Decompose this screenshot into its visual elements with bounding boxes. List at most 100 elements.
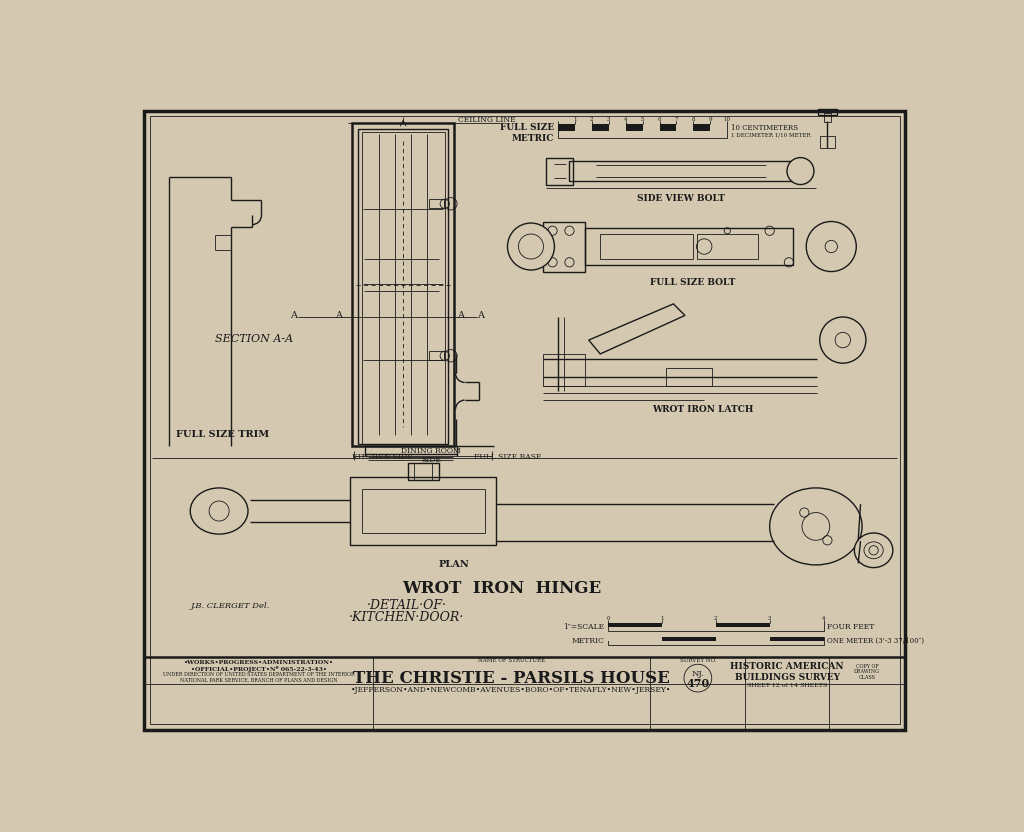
Bar [770, 637, 823, 641]
Bar [662, 623, 716, 627]
Text: 1 DECIMETER 1/10 METER: 1 DECIMETER 1/10 METER [731, 133, 811, 138]
Circle shape [806, 221, 856, 271]
Text: 0: 0 [606, 616, 609, 621]
Bar [361, 488, 484, 533]
Text: FULL SIZE BOLT: FULL SIZE BOLT [650, 278, 735, 287]
Bar [662, 637, 716, 641]
Bar [716, 637, 770, 641]
Bar [558, 125, 727, 138]
Bar [696, 234, 758, 260]
Bar [716, 623, 770, 627]
Text: WROT IRON LATCH: WROT IRON LATCH [652, 405, 754, 414]
Bar [574, 125, 592, 131]
Text: 1: 1 [573, 116, 577, 121]
Text: 7: 7 [675, 116, 678, 121]
Bar [558, 125, 574, 131]
Text: NATIONAL PARK SERVICE, BRANCH OF PLANS AND DESIGN: NATIONAL PARK SERVICE, BRANCH OF PLANS A… [180, 677, 337, 682]
Ellipse shape [770, 488, 862, 565]
Text: UNDER DIRECTION OF UNITED STATES DEPARTMENT OF THE INTERIOR: UNDER DIRECTION OF UNITED STATES DEPARTM… [163, 671, 354, 676]
Text: A: A [457, 311, 464, 320]
Bar [408, 463, 438, 480]
Bar [626, 125, 643, 131]
Text: ONE METER (3’-3 37/100″): ONE METER (3’-3 37/100″) [827, 637, 925, 645]
Text: 4: 4 [624, 116, 628, 121]
Bar [592, 125, 608, 131]
Text: ·KITCHEN·DOOR·: ·KITCHEN·DOOR· [349, 611, 464, 624]
Text: J.B. CLERGET Del.: J.B. CLERGET Del. [190, 602, 270, 610]
Text: 3: 3 [607, 116, 610, 121]
Text: COPY OF
DRAWING
CLASS: COPY OF DRAWING CLASS [854, 664, 881, 681]
Bar [569, 161, 793, 181]
Bar [608, 623, 823, 631]
Text: 9: 9 [709, 116, 712, 121]
Bar [693, 125, 711, 131]
Circle shape [508, 223, 554, 270]
Bar [350, 477, 497, 545]
Text: FULL SIZE
METRIC: FULL SIZE METRIC [500, 123, 554, 142]
Text: 1″=SCALE: 1″=SCALE [563, 623, 604, 631]
Bar [643, 125, 659, 131]
Bar [429, 199, 444, 208]
Bar [600, 234, 692, 260]
Text: NAME OF STRUCTURE: NAME OF STRUCTURE [478, 658, 545, 663]
Text: 6: 6 [657, 116, 662, 121]
Circle shape [819, 317, 866, 364]
Bar [361, 132, 444, 444]
Bar [711, 125, 727, 131]
Text: •JEFFERSON•AND•NEWCOMB•AVENUES•BORO•OF•TENAFLY•NEW•JERSEY•: •JEFFERSON•AND•NEWCOMB•AVENUES•BORO•OF•T… [351, 686, 672, 695]
Text: 2: 2 [714, 616, 718, 621]
Bar [543, 221, 585, 271]
Text: PLAN: PLAN [438, 560, 469, 568]
Text: A: A [335, 311, 342, 320]
Bar [770, 623, 823, 627]
Text: THE CHRISTIE - PARSILS HOUSE: THE CHRISTIE - PARSILS HOUSE [353, 670, 670, 686]
Text: KITCHEN SIDE: KITCHEN SIDE [352, 453, 414, 461]
Bar [585, 228, 793, 265]
Text: ·DETAIL·OF·: ·DETAIL·OF· [367, 599, 446, 612]
Text: 8: 8 [691, 116, 695, 121]
Text: 1: 1 [660, 616, 664, 621]
Text: FULL SIZE BASE: FULL SIZE BASE [474, 453, 542, 461]
Text: A: A [477, 311, 484, 320]
Bar [414, 463, 432, 480]
Text: •WORKS•PROGRESS•ADMINISTRATION•: •WORKS•PROGRESS•ADMINISTRATION• [183, 661, 334, 666]
Bar [547, 157, 573, 185]
Text: SHEET 12 of 14 SHEETS: SHEET 12 of 14 SHEETS [748, 683, 827, 688]
Text: 3: 3 [768, 616, 771, 621]
Text: •OFFICIAL•PROJECT•Nº 065-22-3-43•: •OFFICIAL•PROJECT•Nº 065-22-3-43• [190, 666, 327, 672]
Text: 470: 470 [686, 678, 710, 689]
Text: 10 CENTIMETERS: 10 CENTIMETERS [731, 124, 799, 132]
Text: FOUR FEET: FOUR FEET [827, 623, 874, 631]
Bar [358, 129, 447, 444]
Ellipse shape [854, 533, 893, 567]
Bar [352, 123, 454, 446]
Bar [819, 136, 836, 147]
Bar [608, 125, 626, 131]
Bar [608, 623, 662, 627]
Bar [659, 125, 677, 131]
Bar [543, 354, 585, 386]
Ellipse shape [190, 488, 248, 534]
Text: 10: 10 [724, 116, 731, 121]
Text: HISTORIC AMERICAN
BUILDINGS SURVEY: HISTORIC AMERICAN BUILDINGS SURVEY [730, 662, 844, 681]
Text: FULL SIZE TRIM: FULL SIZE TRIM [176, 430, 269, 439]
Text: SIDE VIEW BOLT: SIDE VIEW BOLT [637, 194, 725, 203]
Bar [429, 351, 444, 360]
Ellipse shape [787, 157, 814, 185]
Text: DINING ROOM
SIDE: DINING ROOM SIDE [401, 447, 461, 464]
Bar [608, 637, 823, 645]
Text: METRIC: METRIC [571, 637, 604, 645]
Bar [823, 113, 831, 122]
Text: SECTION A-A: SECTION A-A [215, 334, 293, 344]
Text: A: A [290, 311, 297, 320]
Ellipse shape [864, 542, 884, 559]
Bar [608, 637, 662, 641]
Text: NJ.: NJ. [691, 671, 705, 678]
Text: 5: 5 [641, 116, 644, 121]
Bar [818, 109, 837, 116]
Text: 2: 2 [590, 116, 594, 121]
Text: CEILING LINE: CEILING LINE [458, 116, 515, 124]
Text: SURVEY NO.: SURVEY NO. [680, 658, 716, 663]
Text: WROT  IRON  HINGE: WROT IRON HINGE [402, 580, 601, 597]
Bar [677, 125, 693, 131]
